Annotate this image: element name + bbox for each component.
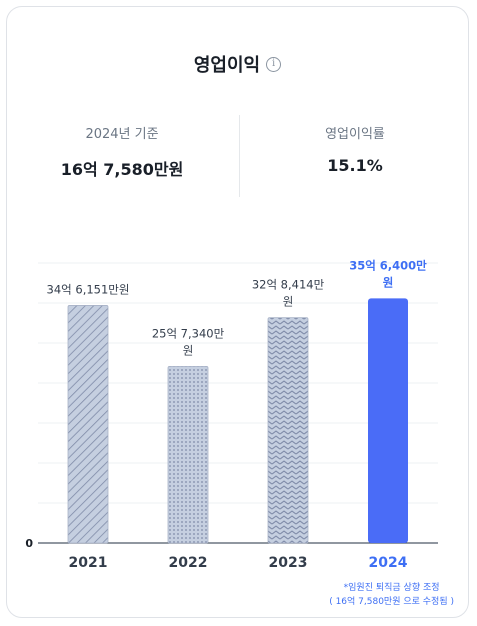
data-label-2021: 34억 6,151만원 bbox=[47, 282, 130, 296]
data-label-2024: 원 bbox=[383, 275, 394, 289]
footnote-line-2: ( 16억 7,580만원 으로 수정됨 ) bbox=[329, 597, 454, 607]
x-tick-label-2021: 2021 bbox=[69, 555, 108, 571]
bar-2021 bbox=[67, 305, 109, 544]
x-tick-label-2023: 2023 bbox=[269, 555, 308, 571]
x-tick-label-2024: 2024 bbox=[369, 555, 408, 571]
summary-stats: 2024년 기준 16억 7,580만원 영업이익률 15.1% bbox=[7, 115, 468, 197]
margin-stat: 영업이익률 15.1% bbox=[240, 115, 470, 175]
data-label-2024: 35억 6,400만 bbox=[349, 258, 427, 272]
info-icon[interactable]: i bbox=[266, 56, 282, 72]
x-tick-label-2022: 2022 bbox=[169, 555, 208, 571]
bar-2022 bbox=[167, 365, 209, 544]
stats-divider bbox=[239, 115, 240, 197]
title-row: 영업이익 i bbox=[7, 51, 468, 77]
footnote: *임원진 퇴직금 상향 조정 ( 16억 7,580만원 으로 수정됨 ) bbox=[329, 581, 454, 609]
base-year-stat: 2024년 기준 16억 7,580만원 bbox=[7, 115, 237, 180]
data-label-2022: 25억 7,340만 bbox=[152, 326, 225, 340]
margin-value: 15.1% bbox=[327, 156, 383, 175]
margin-label: 영업이익률 bbox=[325, 127, 385, 142]
bar-2024 bbox=[368, 298, 408, 543]
data-label-2023: 32억 8,414만 bbox=[252, 278, 325, 292]
y-tick-label: 0 bbox=[25, 537, 33, 550]
operating-profit-value: 16억 7,580만원 bbox=[60, 160, 184, 179]
data-label-2022: 원 bbox=[183, 343, 194, 357]
card-title: 영업이익 bbox=[193, 55, 261, 76]
data-label-2023: 원 bbox=[283, 295, 294, 309]
base-year-label: 2024년 기준 bbox=[85, 127, 159, 142]
bar-2023 bbox=[267, 317, 309, 544]
footnote-line-1: *임원진 퇴직금 상향 조정 bbox=[343, 583, 440, 593]
